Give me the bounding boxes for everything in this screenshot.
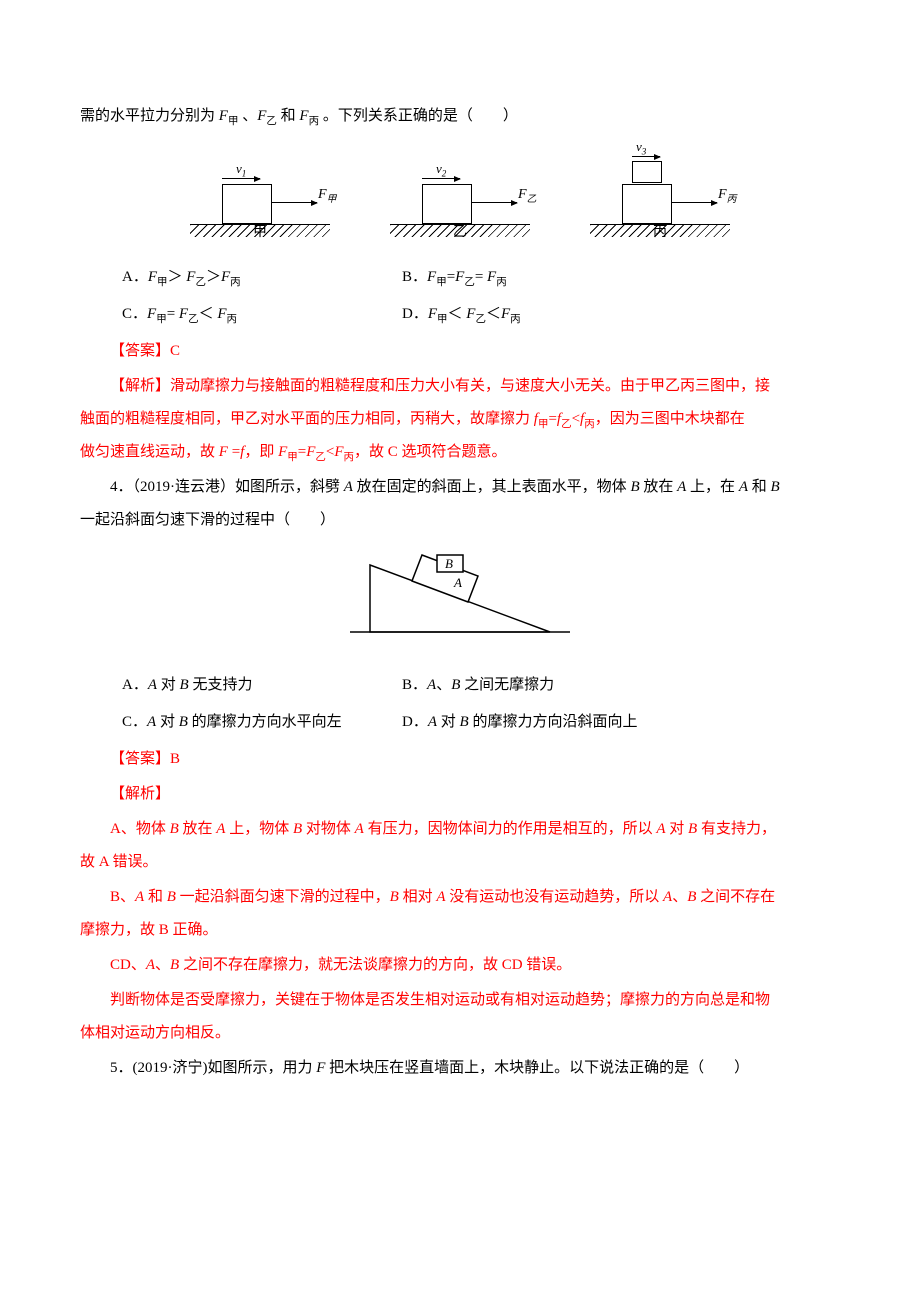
q4-answer: 【答案】B: [80, 743, 840, 776]
q3-option-b: B．F甲=F乙= F丙: [402, 261, 507, 294]
q3-options-row2: C．F甲= F乙＜ F丙 D．F甲＜ F乙＜F丙: [122, 298, 840, 331]
svg-text:B: B: [445, 556, 453, 571]
q3-answer: 【答案】C: [80, 335, 840, 368]
q5-stem: 5．(2019·济宁)如图所示，用力 F 把木块压在竖直墙面上，木块静止。以下说…: [80, 1052, 840, 1085]
q4-options-row1: A．A 对 B 无支持力 B．A、B 之间无摩擦力: [122, 669, 840, 702]
q4-option-a: A．A 对 B 无支持力: [122, 669, 402, 702]
q3-option-c: C．F甲= F乙＜ F丙: [122, 298, 402, 331]
q4-explanation-a: A、物体 B 放在 A 上，物体 B 对物体 A 有压力，因物体间力的作用是相互…: [80, 813, 840, 879]
q4-explanation-summary: 判断物体是否受摩擦力，关键在于物体是否发生相对运动或有相对运动趋势；摩擦力的方向…: [80, 984, 840, 1050]
diagram-bing: v3 F丙 丙: [580, 145, 740, 245]
q4-option-b: B．A、B 之间无摩擦力: [402, 669, 554, 702]
q4-explanation-b: B、A 和 B 一起沿斜面匀速下滑的过程中，B 相对 A 没有运动也没有运动趋势…: [80, 881, 840, 947]
diagram-jia: v1 F甲 甲: [180, 145, 340, 245]
q3-option-d: D．F甲＜ F乙＜F丙: [402, 298, 521, 331]
q3-stem-continuation: 需的水平拉力分别为 F甲 、F乙 和 F丙 。下列关系正确的是（ ）: [80, 100, 840, 133]
q3-diagrams: v1 F甲 甲 v2 F乙 乙 v3 F丙 丙: [80, 145, 840, 245]
q4-options-row2: C．A 对 B 的摩擦力方向水平向左 D．A 对 B 的摩擦力方向沿斜面向上: [122, 706, 840, 739]
q3-explanation: 【解析】滑动摩擦力与接触面的粗糙程度和压力大小有关，与速度大小无关。由于甲乙丙三…: [80, 370, 840, 469]
q3-options-row1: A．F甲＞ F乙＞F丙 B．F甲=F乙= F丙: [122, 261, 840, 294]
q4-option-d: D．A 对 B 的摩擦力方向沿斜面向上: [402, 706, 637, 739]
q4-option-c: C．A 对 B 的摩擦力方向水平向左: [122, 706, 402, 739]
q4-stem: 4．（2019·连云港）如图所示，斜劈 A 放在固定的斜面上，其上表面水平，物体…: [80, 471, 840, 537]
svg-text:A: A: [453, 575, 462, 590]
q4-explanation-cd: CD、A、B 之间不存在摩擦力，就无法谈摩擦力的方向，故 CD 错误。: [80, 949, 840, 982]
q4-diagram: B A: [80, 547, 840, 655]
q4-explanation-head: 【解析】: [80, 778, 840, 811]
diagram-yi: v2 F乙 乙: [380, 145, 540, 245]
q3-option-a: A．F甲＞ F乙＞F丙: [122, 261, 402, 294]
